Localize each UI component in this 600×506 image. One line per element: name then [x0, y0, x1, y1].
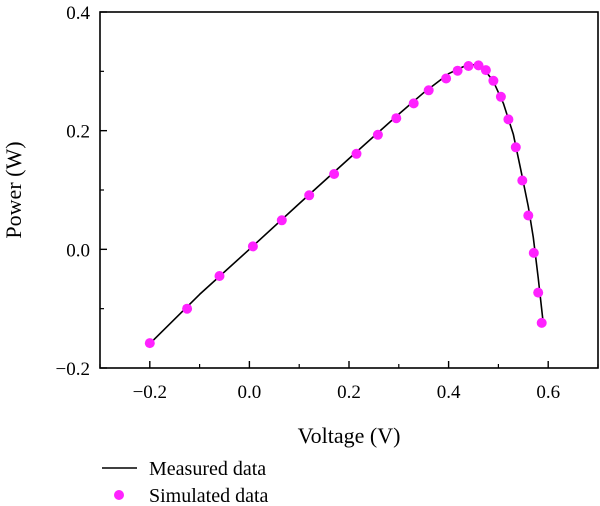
simulated-data-point [441, 73, 452, 84]
simulated-data-point [304, 190, 315, 201]
simulated-data-point [503, 114, 514, 125]
simulated-data-point [452, 65, 463, 76]
x-tick-label: −0.2 [133, 382, 167, 403]
simulated-data-point [463, 61, 474, 71]
measured-data-line [149, 64, 544, 345]
simulated-data-point [214, 271, 225, 281]
legend: Measured data Simulated data [102, 458, 269, 506]
simulated-data-point [247, 241, 258, 252]
simulated-data-point [276, 215, 287, 226]
y-tick-label: 0.0 [66, 240, 90, 261]
x-tick-label: 0.6 [536, 382, 560, 403]
y-tick-label: 0.2 [66, 122, 90, 143]
simulated-data-point [372, 129, 383, 140]
y-axis-ticks: −0.2 0.0 0.2 0.4 [56, 3, 107, 380]
simulated-data-point [517, 175, 528, 186]
simulated-data-point [533, 287, 544, 298]
x-axis-label: Voltage (V) [298, 423, 401, 448]
simulated-data-point [182, 303, 193, 314]
simulated-data-point [528, 247, 539, 258]
y-tick-label: −0.2 [56, 359, 90, 380]
x-tick-label: 0.0 [238, 382, 262, 403]
simulated-data-point [488, 75, 499, 86]
legend-label-measured: Measured data [149, 458, 266, 480]
legend-label-simulated: Simulated data [149, 485, 269, 506]
simulated-data-point [536, 317, 547, 328]
simulated-data-point [423, 85, 434, 96]
simulated-data-point [351, 148, 362, 159]
x-tick-label: 0.4 [437, 382, 461, 403]
y-axis-label: Power (W) [1, 141, 26, 238]
x-axis-ticks: −0.2 0.0 0.2 0.4 0.6 [99, 361, 599, 403]
simulated-data-point [480, 65, 491, 76]
plot-frame [99, 11, 599, 369]
y-tick-label: 0.4 [66, 3, 90, 24]
simulated-data-point [510, 142, 521, 153]
simulated-data-point [391, 113, 402, 124]
simulated-data-point [473, 60, 484, 71]
simulated-data-point [408, 98, 419, 109]
simulated-data-point [495, 91, 506, 102]
series-layer [144, 60, 547, 349]
simulated-data-point [329, 169, 340, 179]
x-tick-label: 0.2 [337, 382, 361, 403]
simulated-data-point [144, 338, 155, 349]
legend-dot-marker [114, 490, 124, 500]
simulated-data-point [523, 210, 534, 221]
